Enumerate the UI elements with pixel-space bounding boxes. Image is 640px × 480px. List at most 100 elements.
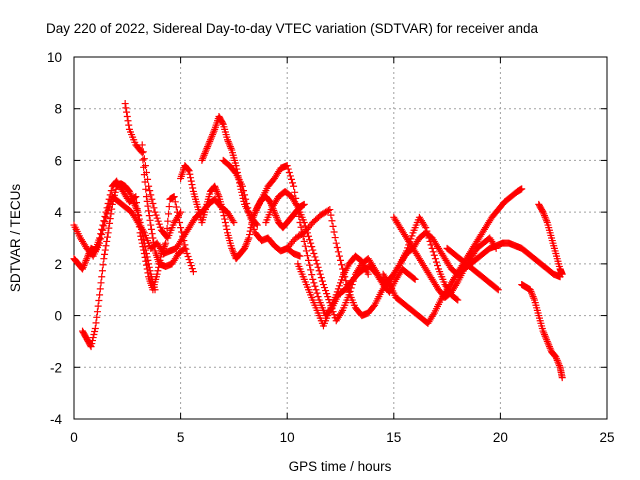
data-point-marker [221,218,229,226]
data-point-marker [538,207,546,215]
data-point-marker [334,248,342,256]
data-point-marker [349,277,357,285]
data-point-marker [546,344,554,352]
data-point-marker [147,221,155,229]
data-point-marker [540,212,548,220]
data-point-marker [146,267,154,275]
y-tick-label: 2 [54,257,62,272]
data-point-marker [147,191,155,199]
data-point-marker [310,250,318,258]
data-point-marker [90,331,98,339]
data-point-marker [101,250,109,258]
data-point-marker [91,328,99,336]
data-point-marker [125,187,133,195]
data-point-marker [100,255,108,263]
data-point-marker [543,336,551,344]
data-point-marker [331,234,339,242]
data-point-marker [309,246,317,254]
data-point-marker [342,277,350,285]
data-point-marker [123,108,131,116]
data-point-marker [208,132,216,140]
data-point-marker [543,217,551,225]
data-point-marker [230,218,238,226]
data-point-marker [226,141,234,149]
data-point-marker [306,236,314,244]
data-point-marker [99,226,107,234]
series-track-11 [283,206,462,320]
data-point-marker [206,136,214,144]
data-point-marker [198,156,206,164]
data-point-marker [79,263,87,271]
data-point-marker [183,250,191,258]
series-track-7 [198,112,261,229]
data-point-marker [83,255,91,263]
data-point-marker [142,246,150,254]
data-point-marker [431,255,439,263]
data-point-marker [301,242,309,250]
data-point-marker [558,374,566,382]
data-point-marker [344,284,352,292]
data-point-marker [429,311,437,319]
data-point-marker [98,267,106,275]
data-point-marker [185,256,193,264]
data-point-marker [80,262,88,270]
data-point-marker [246,231,254,239]
data-point-marker [330,228,338,236]
axis-ticks: 0 5 10 15 20 25 -4 -2 0 2 4 6 8 10 [47,50,615,445]
y-tick-label: 10 [47,50,62,65]
data-point-marker [312,286,320,294]
data-point-marker [128,193,136,201]
data-point-marker [305,232,313,240]
data-point-marker [138,229,146,237]
data-point-marker [224,136,232,144]
data-point-marker [541,332,549,340]
data-point-marker [272,212,280,220]
plot-frame [73,56,608,420]
data-point-marker [333,243,341,251]
data-point-marker [228,246,236,254]
data-point-marker [176,210,184,218]
y-tick-label: 6 [54,153,62,168]
data-point-marker [395,262,403,270]
data-point-marker [246,212,254,220]
data-point-marker [245,234,253,242]
data-point-marker [222,222,230,230]
data-point-marker [332,239,340,247]
data-point-marker [214,189,222,197]
data-point-marker [102,242,110,250]
data-point-marker [189,268,197,276]
data-point-marker [138,225,146,233]
data-point-marker [494,286,502,294]
data-point-marker [129,196,137,204]
data-point-marker [554,358,562,366]
data-point-marker [144,175,152,183]
data-point-marker [384,279,392,287]
data-point-marker [332,291,340,299]
data-point-marker [137,222,145,230]
data-point-marker [530,294,538,302]
data-point-marker [329,222,337,230]
data-point-marker [411,275,419,283]
data-point-marker [139,232,147,240]
data-point-marker [324,206,332,214]
data-point-marker [296,252,304,260]
data-point-marker [430,251,438,259]
data-point-marker [314,263,322,271]
x-tick-label: 10 [280,430,295,445]
data-point-marker [338,261,346,269]
x-tick-label: 5 [177,430,185,445]
data-point-marker [128,194,136,202]
data-point-marker [228,244,236,252]
data-point-marker [293,201,301,209]
data-point-marker [429,248,437,256]
data-point-marker [151,208,159,216]
data-point-marker [135,215,143,223]
series-track-5 [138,141,185,242]
data-point-marker [313,289,321,297]
data-point-marker [84,253,92,261]
data-point-marker [243,237,251,245]
data-point-marker [130,198,138,206]
data-point-marker [96,239,104,247]
data-point-marker [150,238,158,246]
